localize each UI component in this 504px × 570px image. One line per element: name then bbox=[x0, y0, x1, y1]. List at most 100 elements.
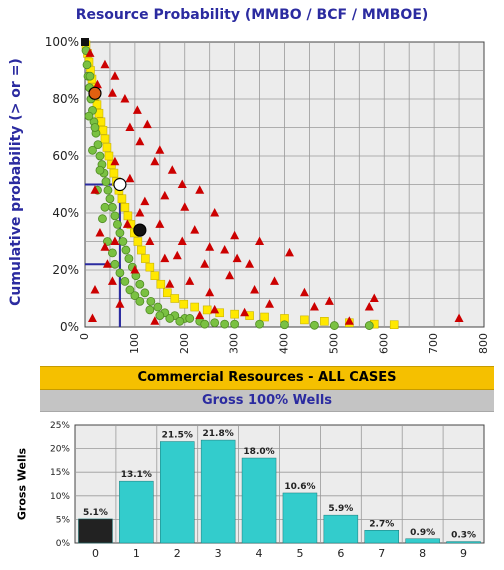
x-tick-label: 300 bbox=[228, 333, 241, 354]
triangle-point bbox=[177, 236, 187, 245]
green-point bbox=[255, 319, 264, 329]
green-point bbox=[230, 319, 240, 329]
green-point bbox=[115, 228, 125, 238]
triangle-point bbox=[120, 94, 130, 103]
bar-8 bbox=[405, 538, 440, 544]
bar-x-tick-label: 0 bbox=[92, 547, 99, 560]
triangle-point bbox=[265, 299, 275, 308]
green-point bbox=[210, 318, 220, 328]
yellow-point bbox=[162, 288, 172, 298]
bar-x-tick-label: 6 bbox=[337, 547, 344, 560]
marker-p100 bbox=[81, 38, 89, 46]
green-point bbox=[125, 285, 135, 295]
bar-y-tick-label: 25% bbox=[50, 421, 70, 431]
triangle-point bbox=[324, 296, 334, 305]
x-tick-label: 400 bbox=[278, 333, 291, 354]
yellow-point bbox=[156, 279, 166, 289]
triangle-point bbox=[225, 270, 235, 280]
triangle-point bbox=[160, 253, 170, 263]
triangle-point bbox=[135, 208, 145, 217]
green-point bbox=[153, 302, 163, 312]
triangle-point bbox=[205, 242, 215, 251]
triangle-point bbox=[145, 236, 155, 245]
x-tick-label: 500 bbox=[327, 333, 340, 354]
triangle-point bbox=[230, 230, 240, 240]
green-point bbox=[140, 288, 150, 298]
triangle-point bbox=[232, 253, 242, 263]
x-tick-label: 200 bbox=[178, 333, 191, 354]
green-point bbox=[110, 259, 120, 269]
bar-value-label: 10.6% bbox=[284, 482, 315, 492]
green-point bbox=[135, 279, 145, 289]
triangle-point bbox=[140, 196, 150, 206]
y-tick-label: 80% bbox=[52, 92, 79, 106]
green-point bbox=[100, 202, 110, 212]
triangle-point bbox=[299, 287, 309, 297]
green-point bbox=[95, 165, 105, 175]
green-point bbox=[103, 185, 113, 195]
triangle-point bbox=[160, 190, 170, 200]
yellow-point bbox=[300, 315, 309, 325]
triangle-point bbox=[142, 119, 152, 129]
bar-y-tick-label: 15% bbox=[50, 468, 70, 478]
green-point bbox=[120, 276, 130, 286]
bar-5 bbox=[282, 492, 318, 544]
bar-value-label: 5.1% bbox=[83, 508, 108, 518]
bar-4 bbox=[241, 457, 277, 544]
green-point bbox=[88, 145, 97, 155]
triangle-point bbox=[309, 302, 319, 311]
x-tick-label: 100 bbox=[128, 333, 141, 354]
green-point bbox=[175, 316, 185, 326]
y-tick-label: 20% bbox=[52, 263, 79, 277]
triangle-point bbox=[195, 185, 205, 194]
commercial-resources-banner: Commercial Resources - ALL CASES bbox=[40, 366, 494, 390]
triangle-point bbox=[195, 310, 205, 320]
triangle-point bbox=[85, 48, 95, 57]
x-tick-label: 700 bbox=[427, 333, 440, 354]
yellow-point bbox=[102, 143, 112, 152]
green-point bbox=[145, 305, 155, 315]
yellow-point bbox=[145, 262, 155, 272]
triangle-point bbox=[167, 165, 177, 174]
triangle-point bbox=[115, 299, 125, 308]
triangle-point bbox=[369, 293, 379, 302]
triangle-point bbox=[150, 156, 160, 166]
bar-value-label: 0.3% bbox=[451, 531, 476, 541]
marker-p90 bbox=[88, 86, 102, 100]
green-point bbox=[165, 314, 175, 323]
bar-x-tick-label: 4 bbox=[256, 547, 263, 560]
triangle-point bbox=[155, 145, 165, 154]
green-point bbox=[121, 245, 131, 255]
bar-x-tick-label: 1 bbox=[133, 547, 140, 560]
bar-x-tick-label: 7 bbox=[378, 547, 385, 560]
yellow-point bbox=[170, 294, 180, 303]
triangle-point bbox=[200, 259, 210, 268]
bar-y-tick-label: 5% bbox=[56, 515, 71, 525]
green-point bbox=[130, 291, 140, 301]
triangle-point bbox=[240, 307, 250, 317]
yellow-point bbox=[141, 254, 150, 263]
triangle-point bbox=[180, 202, 190, 211]
yellow-point bbox=[104, 151, 114, 161]
triangle-point bbox=[92, 79, 102, 89]
triangle-point bbox=[250, 284, 260, 294]
green-point bbox=[85, 71, 95, 81]
chart-title: Resource Probability (MMBO / BCF / MMBOE… bbox=[75, 7, 429, 23]
bar-y-tick-label: 20% bbox=[50, 445, 70, 455]
yellow-point bbox=[100, 134, 110, 144]
y-tick-label: 60% bbox=[52, 149, 79, 163]
yellow-point bbox=[117, 194, 127, 204]
yellow-point bbox=[109, 168, 119, 178]
triangle-point bbox=[190, 225, 200, 234]
bar-1 bbox=[119, 480, 154, 544]
green-point bbox=[146, 296, 156, 306]
triangle-point bbox=[255, 236, 265, 245]
triangle-point bbox=[172, 250, 182, 260]
bar-value-label: 5.9% bbox=[328, 504, 353, 514]
y-tick-label: 40% bbox=[52, 206, 79, 220]
triangle-point bbox=[165, 279, 175, 288]
green-point bbox=[95, 151, 105, 161]
triangle-point bbox=[344, 316, 354, 325]
yellow-point bbox=[320, 316, 329, 326]
